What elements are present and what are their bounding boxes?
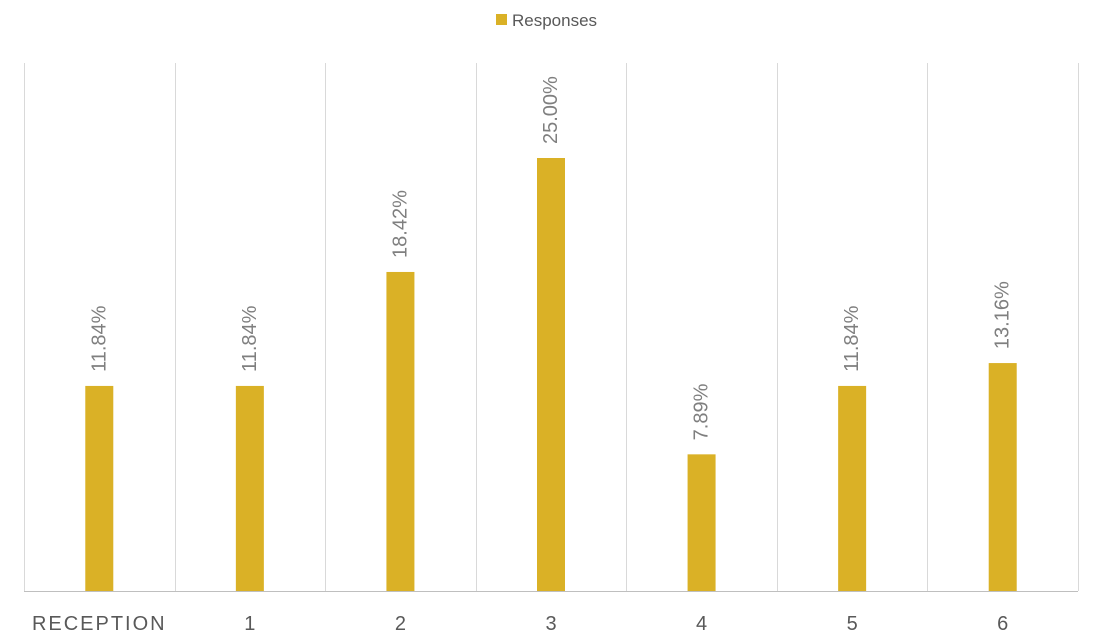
bar bbox=[838, 385, 867, 591]
x-tick-label: 5 bbox=[847, 613, 858, 635]
bar bbox=[386, 271, 415, 591]
x-tick-label: 4 bbox=[696, 613, 707, 635]
x-tick-label: RECEPTION bbox=[32, 613, 167, 635]
grid-lines bbox=[24, 63, 1079, 591]
bar bbox=[85, 385, 114, 591]
x-tick-labels: RECEPTION 1 2 3 4 5 6 bbox=[32, 613, 1008, 635]
legend-swatch bbox=[496, 14, 507, 25]
data-labels: 11.84% 11.84% 18.42% 25.00% 7.89% 11.84% 13.16… bbox=[88, 76, 1013, 440]
x-tick-label: 2 bbox=[395, 613, 406, 635]
x-tick-label: 6 bbox=[997, 613, 1008, 635]
legend: Responses bbox=[496, 11, 597, 30]
bar bbox=[537, 158, 565, 591]
bar bbox=[687, 454, 716, 591]
x-tick-label: 3 bbox=[545, 613, 556, 635]
bar bbox=[988, 363, 1017, 591]
data-label: 7.89% bbox=[691, 383, 713, 440]
bars bbox=[85, 158, 1017, 591]
data-label: 11.84% bbox=[841, 305, 863, 372]
data-label: 11.84% bbox=[88, 305, 110, 372]
data-label: 13.16% bbox=[992, 281, 1014, 349]
x-tick-label: 1 bbox=[244, 613, 255, 635]
data-label: 25.00% bbox=[540, 76, 562, 144]
data-label: 18.42% bbox=[389, 190, 411, 258]
data-label: 11.84% bbox=[239, 305, 261, 372]
bar bbox=[235, 385, 264, 591]
legend-label: Responses bbox=[512, 11, 597, 30]
